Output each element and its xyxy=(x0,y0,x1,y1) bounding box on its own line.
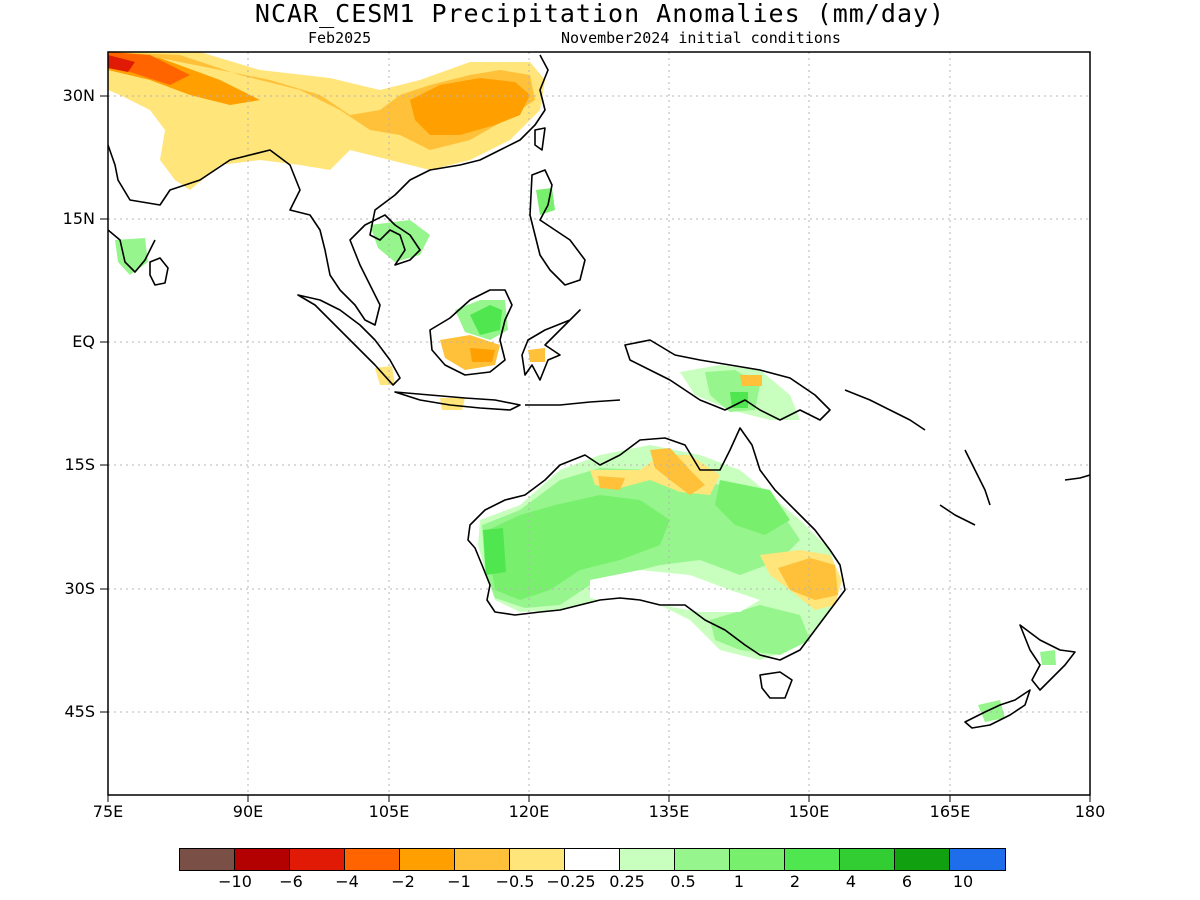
australia-se-wet xyxy=(710,605,810,655)
borneo-wet-core xyxy=(470,305,502,335)
java xyxy=(394,391,521,411)
colorbar-label: −10 xyxy=(218,872,252,891)
new-guinea-wet-core xyxy=(730,392,748,408)
colorbar-swatch xyxy=(730,849,785,870)
colorbar-swatch xyxy=(895,849,950,870)
colorbar-label: −2 xyxy=(391,872,415,891)
colorbar-swatch xyxy=(455,849,510,870)
lon-label-90e: 90E xyxy=(232,802,264,821)
lon-label-75e: 75E xyxy=(92,802,124,821)
philippines xyxy=(529,169,586,286)
coastlines xyxy=(108,54,1090,729)
axis-ticks xyxy=(100,95,1091,802)
colorbar-swatch xyxy=(840,849,895,870)
gridlines xyxy=(108,52,1090,795)
australia-east-wet xyxy=(715,480,790,535)
australia-north-dry-core xyxy=(598,448,705,495)
solomon-islands xyxy=(844,389,926,431)
chart-title: NCAR_CESM1 Precipitation Anomalies (mm/d… xyxy=(254,0,946,28)
colorbar-swatch xyxy=(235,849,290,870)
colorbar xyxy=(179,848,1006,871)
initial-conditions: November2024 initial conditions xyxy=(561,29,841,47)
lat-label-eq: EQ xyxy=(72,332,95,351)
lat-label-30s: 30S xyxy=(64,579,95,598)
tasmania xyxy=(759,671,793,699)
colorbar-label: 4 xyxy=(845,872,857,891)
forecast-month: Feb2025 xyxy=(308,29,372,47)
himalaya-west-wet-anom xyxy=(108,52,190,85)
lon-label-120e: 120E xyxy=(508,802,550,821)
sulawesi xyxy=(521,309,581,381)
colorbar-swatch xyxy=(675,849,730,870)
taiwan xyxy=(534,127,546,151)
lon-label-105e: 105E xyxy=(368,802,410,821)
sri-lanka xyxy=(149,257,169,286)
indochina-wet xyxy=(370,220,430,262)
colorbar-label: −0.25 xyxy=(546,872,596,891)
lat-label-45s: 45S xyxy=(64,702,95,721)
lon-label-165e: 165E xyxy=(929,802,971,821)
colorbar-label: −1 xyxy=(447,872,471,891)
java-dry xyxy=(440,398,465,410)
borneo-dry-core xyxy=(470,348,495,362)
colorbar-label: −4 xyxy=(335,872,359,891)
new-zealand-wet xyxy=(978,650,1056,722)
colorbar-swatch xyxy=(345,849,400,870)
map-frame xyxy=(107,51,1091,796)
china-dry-core xyxy=(410,78,530,135)
lon-label-135e: 135E xyxy=(648,802,690,821)
new-guinea xyxy=(624,339,831,421)
australia-wet-core xyxy=(488,495,670,600)
colorbar-swatch xyxy=(290,849,345,870)
colorbar-label: −0.5 xyxy=(495,872,535,891)
new-zealand-south xyxy=(964,689,1031,729)
colorbar-swatch xyxy=(510,849,565,870)
colorbar-swatch xyxy=(180,849,235,870)
colorbar-label: 10 xyxy=(952,872,974,891)
sulawesi-dry xyxy=(528,348,545,362)
colorbar-label: 2 xyxy=(789,872,801,891)
new-caledonia xyxy=(939,504,976,526)
colorbar-label: 6 xyxy=(901,872,913,891)
lat-label-15n: 15N xyxy=(62,209,95,228)
colorbar-swatch xyxy=(400,849,455,870)
new-zealand-north xyxy=(1019,624,1076,691)
colorbar-swatch xyxy=(950,849,1005,870)
australia-interior-neutral xyxy=(590,570,760,612)
australia-west-wet xyxy=(483,528,506,575)
colorbar-swatch xyxy=(565,849,620,870)
sumatra xyxy=(297,294,401,386)
india-coast xyxy=(108,229,156,273)
anomaly-shading xyxy=(108,52,1056,722)
borneo xyxy=(429,289,513,376)
lat-label-15s: 15S xyxy=(64,455,95,474)
lon-label-150e: 150E xyxy=(788,802,830,821)
fiji xyxy=(1064,474,1090,481)
colorbar-swatch xyxy=(620,849,675,870)
vanuatu xyxy=(964,449,991,506)
colorbar-label: 0.25 xyxy=(609,872,645,891)
colorbar-label: 0.5 xyxy=(670,872,696,891)
lat-label-30n: 30N xyxy=(62,86,95,105)
colorbar-swatch xyxy=(785,849,840,870)
colorbar-label: 1 xyxy=(733,872,745,891)
lon-label-180: 180 xyxy=(1074,802,1106,821)
lesser-sunda xyxy=(525,399,621,406)
asia-mainland-coast xyxy=(108,54,549,326)
colorbar-label: −6 xyxy=(279,872,303,891)
new-guinea-dry xyxy=(740,375,762,386)
australia xyxy=(467,427,846,661)
himalaya-west-core xyxy=(108,55,135,72)
